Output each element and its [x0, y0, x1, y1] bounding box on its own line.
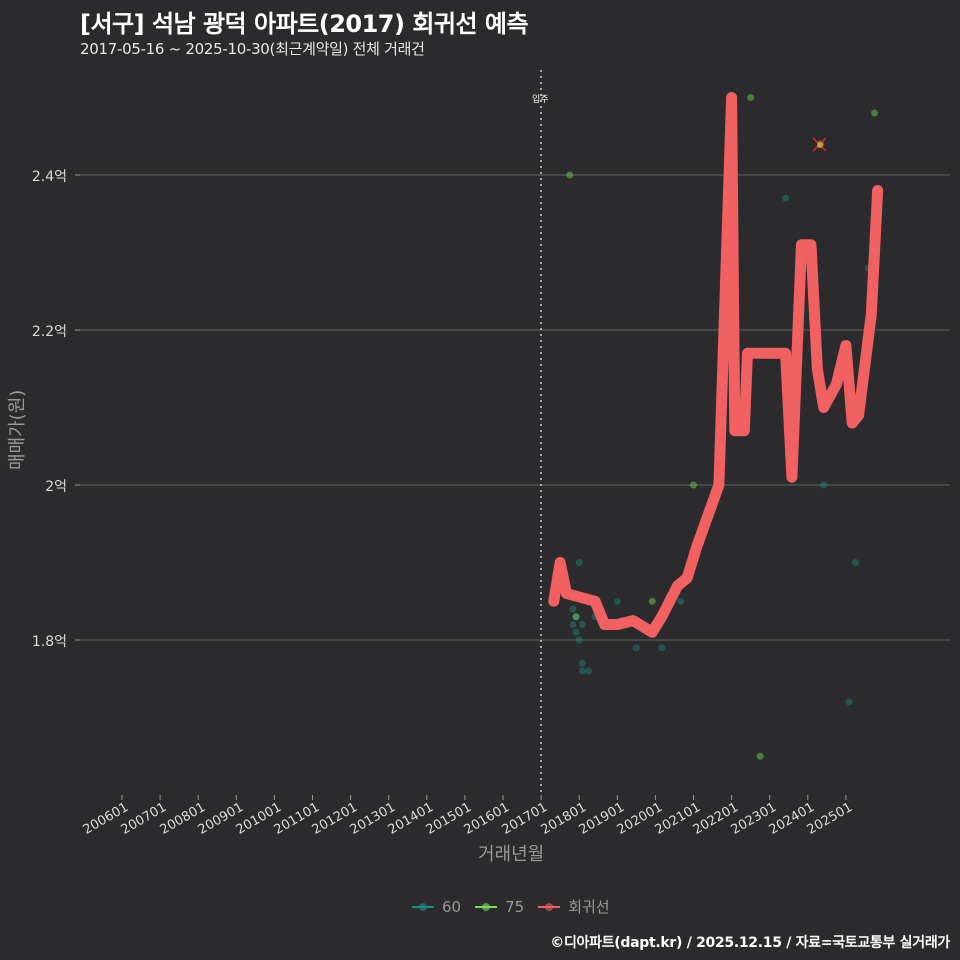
legend: 60 75 회귀선 — [412, 896, 616, 917]
legend-key-icon — [475, 902, 498, 911]
y-tick-marks — [75, 174, 80, 641]
move-in-annotation: 입주 — [532, 95, 549, 105]
legend-item-regression: 회귀선 — [538, 896, 610, 917]
legend-label: 60 — [442, 897, 462, 916]
x-tick-marks — [121, 795, 847, 800]
y-tick-label: 2.4억 — [31, 169, 67, 185]
y-tick-label: 2.2억 — [31, 324, 67, 340]
source-caption: ©디아파트(dapt.kr) / 2025.12.15 / 자료=국토교통부 실… — [550, 935, 950, 951]
x-axis-label: 거래년월 — [478, 844, 545, 865]
legend-key-icon — [412, 902, 434, 911]
chart-title: [서구] 석남 광덕 아파트(2017) 회귀선 예측 — [80, 10, 529, 38]
legend-label: 회귀선 — [568, 898, 610, 916]
y-axis-label: 매매가(원) — [7, 389, 28, 470]
legend-label: 75 — [505, 897, 525, 916]
y-tick-label: 1.8억 — [31, 634, 67, 650]
x-marker-icon — [812, 137, 827, 152]
regression-line — [548, 92, 884, 638]
legend-item-75: 75 — [475, 898, 524, 916]
chart-subtitle: 2017-05-16 ~ 2025-10-30(최근계약일) 전체 거래건 — [80, 40, 425, 58]
y-tick-label: 2억 — [45, 479, 67, 495]
legend-key-icon — [538, 902, 561, 911]
grid-lines — [80, 174, 950, 641]
legend-item-60: 60 — [412, 898, 461, 916]
